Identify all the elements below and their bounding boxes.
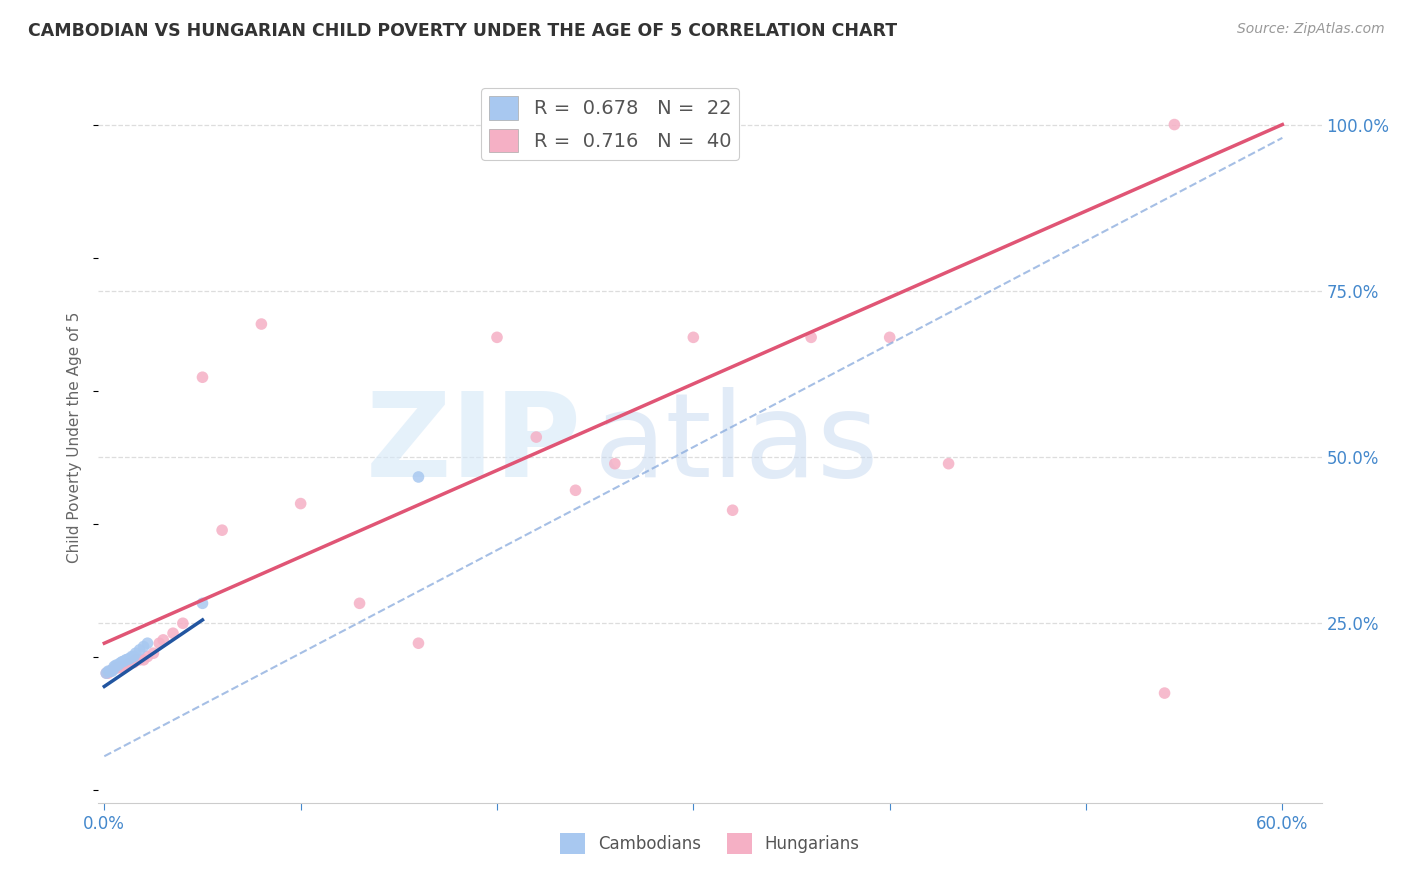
Point	[117, 652, 139, 666]
Point	[108, 656, 131, 670]
Point	[117, 657, 139, 672]
Point	[96, 666, 118, 681]
Text: atlas: atlas	[593, 387, 879, 502]
Point	[96, 666, 118, 681]
Text: Source: ZipAtlas.com: Source: ZipAtlas.com	[1237, 22, 1385, 37]
Point	[938, 457, 960, 471]
Point	[800, 330, 823, 344]
Point	[107, 658, 129, 673]
Point	[136, 649, 159, 664]
Point	[98, 664, 121, 678]
Point	[148, 636, 170, 650]
Point	[115, 653, 138, 667]
Point	[136, 636, 159, 650]
Point	[408, 636, 430, 650]
Point	[103, 659, 125, 673]
Point	[97, 666, 120, 681]
Point	[122, 649, 145, 664]
Point	[1163, 118, 1185, 132]
Point	[115, 658, 138, 673]
Point	[103, 661, 125, 675]
Point	[142, 646, 165, 660]
Point	[250, 317, 273, 331]
Point	[524, 430, 547, 444]
Point	[111, 655, 134, 669]
Point	[107, 661, 129, 675]
Point	[125, 653, 148, 667]
Point	[101, 664, 124, 678]
Point	[603, 457, 626, 471]
Point	[132, 653, 155, 667]
Point	[128, 653, 150, 667]
Point	[105, 661, 128, 675]
Point	[111, 661, 134, 675]
Point	[103, 661, 125, 675]
Point	[211, 523, 233, 537]
Y-axis label: Child Poverty Under the Age of 5: Child Poverty Under the Age of 5	[67, 311, 83, 563]
Point	[162, 626, 184, 640]
Point	[112, 659, 135, 673]
Point	[112, 654, 135, 668]
Text: ZIP: ZIP	[366, 387, 582, 502]
Point	[121, 649, 143, 664]
Point	[721, 503, 744, 517]
Point	[191, 370, 214, 384]
Point	[349, 596, 371, 610]
Point	[172, 616, 194, 631]
Point	[97, 664, 120, 678]
Point	[191, 596, 214, 610]
Point	[290, 497, 312, 511]
Point	[98, 664, 121, 678]
Point	[879, 330, 901, 344]
Point	[125, 646, 148, 660]
Point	[122, 656, 145, 670]
Legend: Cambodians, Hungarians: Cambodians, Hungarians	[554, 827, 866, 860]
Point	[1153, 686, 1175, 700]
Point	[682, 330, 704, 344]
Point	[152, 632, 174, 647]
Point	[485, 330, 508, 344]
Point	[118, 651, 141, 665]
Point	[408, 470, 430, 484]
Point	[105, 658, 128, 673]
Point	[564, 483, 586, 498]
Point	[128, 643, 150, 657]
Point	[108, 659, 131, 673]
Point	[118, 656, 141, 670]
Text: CAMBODIAN VS HUNGARIAN CHILD POVERTY UNDER THE AGE OF 5 CORRELATION CHART: CAMBODIAN VS HUNGARIAN CHILD POVERTY UND…	[28, 22, 897, 40]
Point	[132, 640, 155, 654]
Point	[101, 663, 124, 677]
